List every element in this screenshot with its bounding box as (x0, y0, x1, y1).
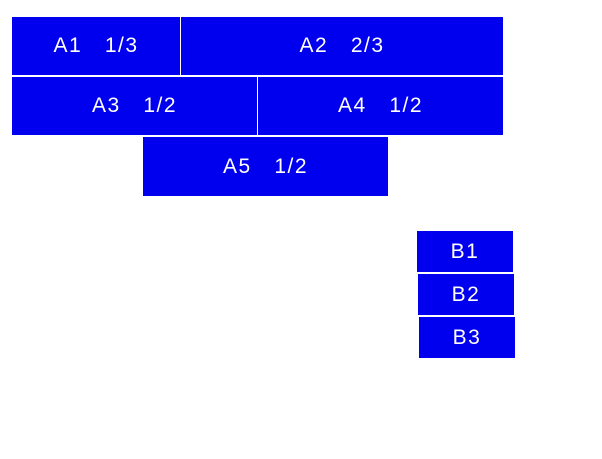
box-a1: A1 1/3 (12, 17, 180, 75)
box-b1: B1 (417, 231, 513, 272)
box-a3: A3 1/2 (12, 77, 257, 135)
box-b3: B3 (419, 317, 515, 358)
box-a1-label: A1 1/3 (53, 34, 139, 57)
box-a5: A5 1/2 (143, 137, 388, 196)
box-b1-label: B1 (450, 239, 480, 263)
box-b2: B2 (418, 274, 514, 315)
box-a3-label: A3 1/2 (91, 94, 178, 117)
box-a2-label: A2 2/3 (299, 34, 385, 57)
box-a4-label: A4 1/2 (337, 94, 424, 117)
box-b2-label: B2 (451, 282, 481, 306)
box-a2: A2 2/3 (181, 17, 503, 75)
box-b3-label: B3 (452, 325, 482, 349)
box-a5-label: A5 1/2 (222, 154, 309, 178)
box-a4: A4 1/2 (258, 77, 503, 135)
